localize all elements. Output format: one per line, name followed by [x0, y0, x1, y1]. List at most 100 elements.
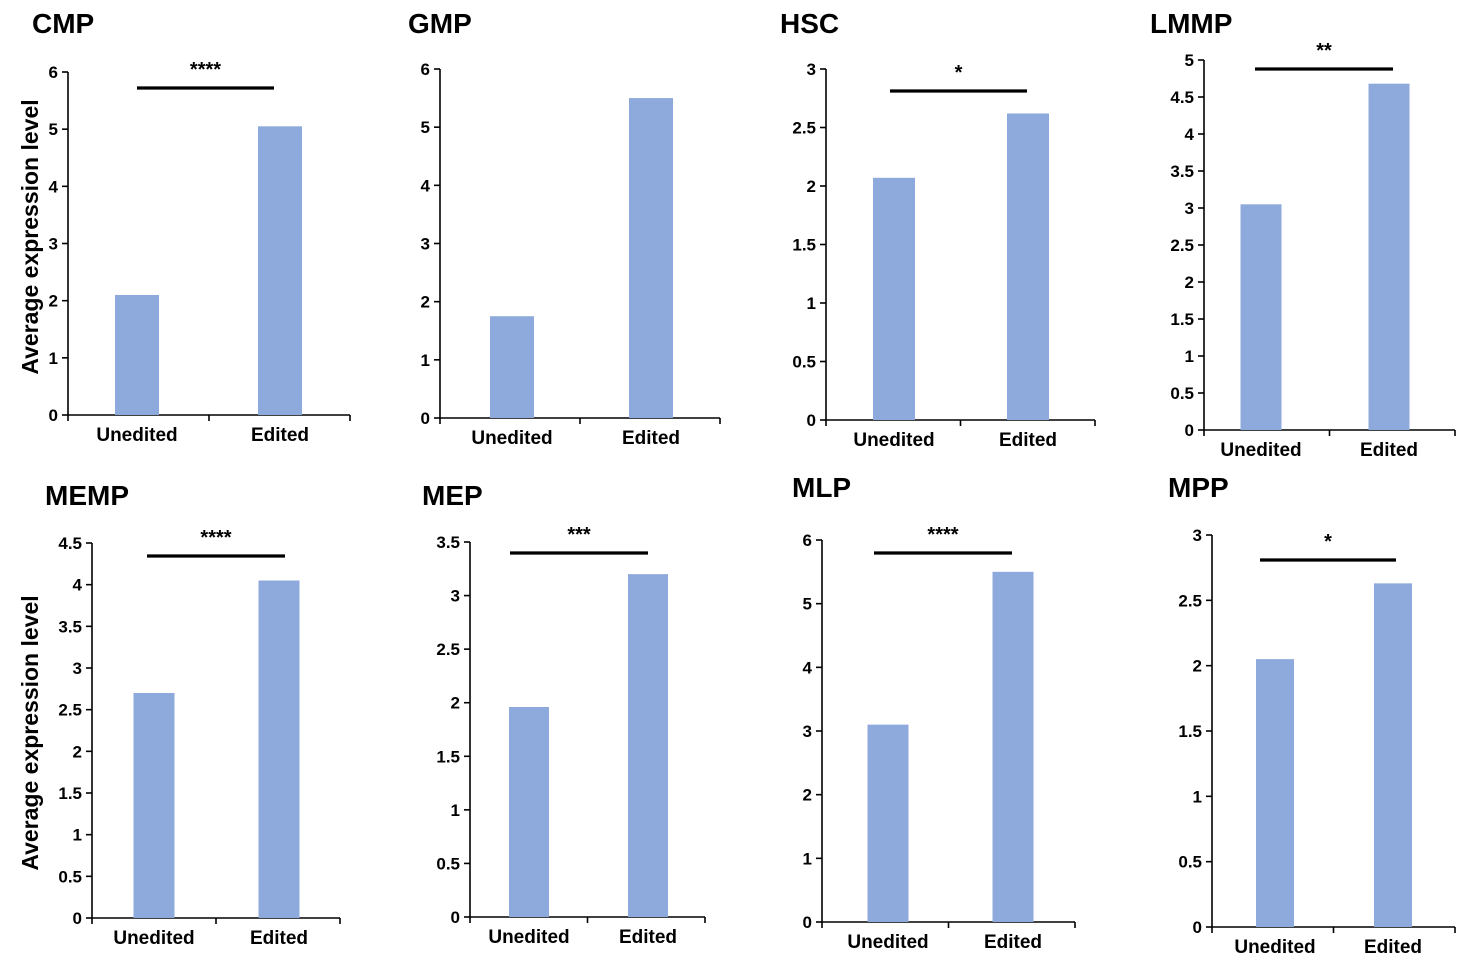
y-tick-label: 3: [73, 659, 82, 678]
bar-unedited: [1240, 204, 1282, 430]
x-tick-label: Edited: [619, 927, 677, 948]
y-tick-label: 0: [1185, 421, 1194, 440]
y-tick-label: 3.5: [58, 617, 82, 636]
x-tick-label: Unedited: [847, 932, 928, 953]
y-tick-label: 0: [49, 406, 58, 425]
y-tick-label: 1: [421, 351, 430, 370]
y-tick-label: 2: [421, 293, 430, 312]
y-tick-label: 3: [1185, 199, 1194, 218]
y-tick-label: 4: [73, 576, 83, 595]
y-tick-label: 3: [49, 235, 58, 254]
y-tick-label: 0: [803, 913, 812, 932]
x-tick-label: Edited: [984, 932, 1042, 953]
bar-unedited: [509, 707, 549, 917]
x-tick-label: Edited: [622, 428, 680, 449]
x-tick-label: Edited: [251, 425, 309, 446]
bar-edited: [628, 574, 668, 917]
x-tick-label: Unedited: [1234, 937, 1315, 957]
y-tick-label: 0: [421, 409, 430, 428]
bar-unedited: [115, 294, 159, 415]
chart-panel-mlp: MLP 0 1 2 3 4 5 6 Unedited Edited ****: [792, 472, 1076, 953]
y-tick-label: 1: [49, 349, 58, 368]
significance-stars: **: [1316, 40, 1332, 62]
x-tick-label: Edited: [250, 928, 308, 949]
y-tick-label: 2: [807, 177, 816, 196]
chart-title: MEP: [422, 480, 483, 511]
x-tick-label: Unedited: [471, 428, 552, 449]
y-tick-label: 4: [49, 177, 59, 196]
bar-edited: [1007, 113, 1049, 421]
y-tick-label: 1.5: [1170, 310, 1194, 329]
y-tick-label: 3.5: [1170, 162, 1194, 181]
y-tick-label: 2: [49, 292, 58, 311]
y-tick-label: 2.5: [1178, 591, 1202, 610]
y-tick-label: 3: [1193, 526, 1202, 545]
y-tick-label: 2: [1193, 657, 1202, 676]
chart-title: HSC: [780, 8, 839, 39]
y-tick-label: 3: [421, 235, 430, 254]
y-tick-label: 6: [421, 60, 430, 79]
y-tick-label: 4: [421, 176, 431, 195]
y-tick-label: 0: [807, 411, 816, 430]
y-tick-label: 0: [451, 908, 460, 927]
bar-edited: [258, 126, 302, 415]
chart-panel-memp: MEMP 0 0.5 1 1.5 2 2.5 3 3.5 4 4.5 Unedited Edited **…: [17, 480, 341, 949]
y-tick-label: 4.5: [1170, 88, 1194, 107]
y-tick-label: 5: [1185, 51, 1194, 70]
y-tick-label: 2.5: [792, 119, 816, 138]
y-tick-label: 2: [451, 694, 460, 713]
chart-title: CMP: [32, 8, 94, 39]
y-tick-label: 4: [803, 658, 813, 677]
x-tick-label: Unedited: [853, 430, 934, 451]
bar-edited: [992, 571, 1034, 922]
significance-stars: *: [955, 62, 963, 84]
y-tick-label: 5: [49, 120, 58, 139]
chart-title: MEMP: [45, 480, 129, 511]
y-tick-label: 0.5: [1170, 384, 1194, 403]
y-tick-label: 2: [803, 786, 812, 805]
significance-stars: ****: [200, 527, 231, 549]
y-tick-label: 2.5: [1170, 236, 1194, 255]
y-tick-label: 5: [421, 118, 430, 137]
y-tick-label: 4: [1185, 125, 1195, 144]
x-tick-label: Unedited: [96, 425, 177, 446]
x-tick-label: Edited: [1360, 440, 1418, 461]
y-tick-label: 0: [1193, 918, 1202, 937]
y-tick-label: 4.5: [58, 534, 82, 553]
y-tick-label: 6: [803, 531, 812, 550]
y-tick-label: 1.5: [58, 784, 82, 803]
chart-title: GMP: [408, 8, 472, 39]
y-tick-label: 0.5: [1178, 853, 1202, 872]
x-tick-label: Unedited: [113, 928, 194, 949]
y-axis-label: Average expression level: [17, 99, 43, 374]
chart-panel-mep: MEP 0 0.5 1 1.5 2 2.5 3 3.5 Unedited Edited ***: [422, 480, 706, 948]
bar-unedited: [1256, 659, 1294, 927]
y-tick-label: 3: [451, 587, 460, 606]
y-tick-label: 2: [73, 742, 82, 761]
y-axis-label: Average expression level: [17, 595, 43, 870]
bar-edited: [1368, 83, 1410, 431]
y-tick-label: 2.5: [436, 640, 460, 659]
chart-title: LMMP: [1150, 8, 1232, 39]
y-tick-label: 1: [803, 849, 812, 868]
y-tick-label: 2: [1185, 273, 1194, 292]
y-tick-label: 1: [807, 294, 816, 313]
y-tick-label: 0: [73, 909, 82, 928]
y-tick-label: 0.5: [792, 353, 816, 372]
y-tick-label: 1: [451, 801, 460, 820]
chart-panel-cmp: CMP 0 1 2 3 4 5 6 Unedited Edited **** Average expr…: [17, 8, 351, 446]
y-tick-label: 1.5: [792, 236, 816, 255]
y-tick-label: 2.5: [58, 701, 82, 720]
bar-unedited: [133, 693, 175, 918]
y-tick-label: 3.5: [436, 533, 460, 552]
y-tick-label: 3: [803, 722, 812, 741]
bar-edited: [258, 580, 300, 918]
y-tick-label: 5: [803, 595, 812, 614]
bar-unedited: [873, 177, 915, 420]
y-tick-label: 0.5: [436, 854, 460, 873]
y-tick-label: 3: [807, 60, 816, 79]
significance-stars: ****: [927, 524, 958, 546]
x-tick-label: Unedited: [1220, 440, 1301, 461]
y-tick-label: 1.5: [436, 747, 460, 766]
